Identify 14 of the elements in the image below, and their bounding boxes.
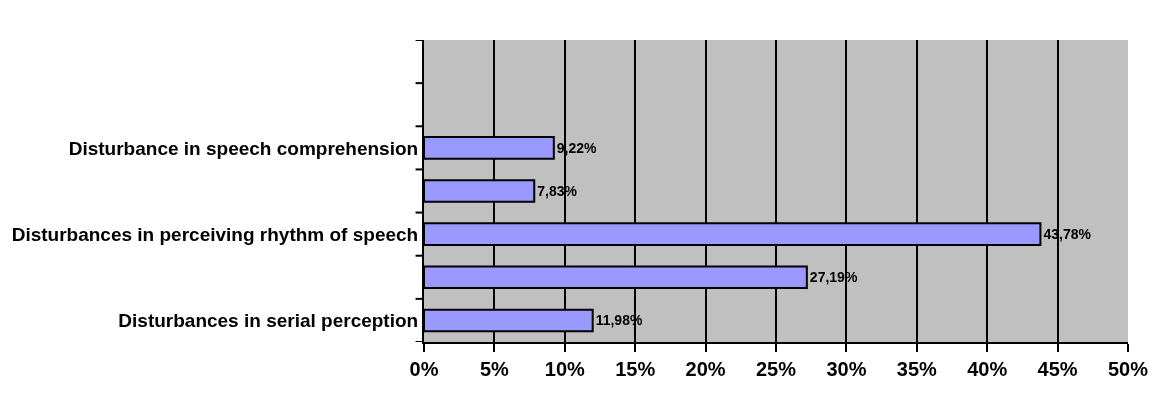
y-tick-label: Disturbance in speech comprehension: [68, 137, 419, 159]
x-tick-label: 0%: [409, 358, 439, 380]
x-tick-label: 10%: [544, 358, 586, 380]
x-tick-label: 50%: [1107, 358, 1149, 380]
x-tick-label: 20%: [685, 358, 726, 380]
x-tick-label: 45%: [1037, 358, 1078, 380]
y-tick-label: Disturbances in perceiving rhythm of speech: [11, 223, 419, 245]
x-tick-label: 35%: [896, 358, 938, 380]
y-tick-label: Disturbances in serial perception: [118, 310, 419, 332]
x-tick-label: 30%: [826, 358, 867, 380]
x-tick-label: 5%: [479, 358, 510, 380]
x-tick-label: 15%: [615, 358, 656, 380]
x-tick-label: 25%: [755, 358, 797, 380]
x-tick-label: 40%: [967, 358, 1008, 380]
